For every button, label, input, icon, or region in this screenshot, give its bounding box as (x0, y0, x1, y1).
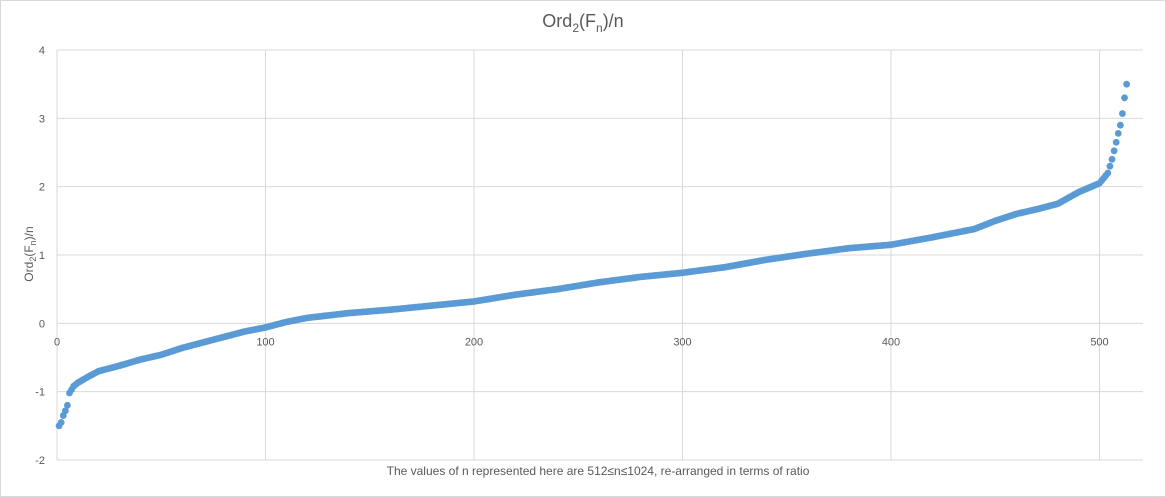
x-axis-tick-labels: 0 100 200 300 400 500 (54, 336, 1109, 348)
chart-title: Ord2(Fn)/n (542, 11, 623, 35)
data-point (64, 401, 71, 409)
data-points (55, 80, 1131, 430)
data-point (57, 419, 65, 426)
y-tick-label: 0 (39, 318, 45, 330)
data-point (61, 407, 69, 415)
gridlines (56, 49, 1143, 461)
x-tick-label: 400 (882, 336, 900, 348)
y-axis-title: Ord2(Fn)/n (22, 226, 38, 281)
data-point (1110, 147, 1118, 155)
data-point (1112, 138, 1120, 146)
data-point (1104, 169, 1112, 177)
y-tick-label: 2 (39, 182, 45, 194)
data-point (1114, 129, 1122, 137)
x-tick-label: 300 (673, 336, 691, 348)
data-point (1119, 110, 1126, 117)
x-tick-label: 500 (1090, 336, 1108, 348)
y-tick-label: -2 (35, 455, 45, 467)
x-tick-label: 200 (465, 336, 483, 348)
data-point (1123, 80, 1131, 88)
y-tick-label: -1 (35, 387, 45, 399)
x-tick-label: 100 (256, 336, 274, 348)
x-tick-label: 0 (54, 336, 60, 348)
y-axis-tick-labels: -2 -1 0 1 2 3 4 (35, 45, 45, 467)
data-point (1121, 94, 1128, 102)
data-point (1106, 162, 1114, 170)
y-tick-label: 1 (39, 250, 45, 262)
x-axis-title: The values of n represented here are 512… (387, 464, 810, 478)
data-point (1116, 121, 1124, 129)
data-point (1108, 155, 1116, 163)
y-tick-label: 4 (39, 45, 45, 57)
y-tick-label: 3 (39, 113, 45, 125)
